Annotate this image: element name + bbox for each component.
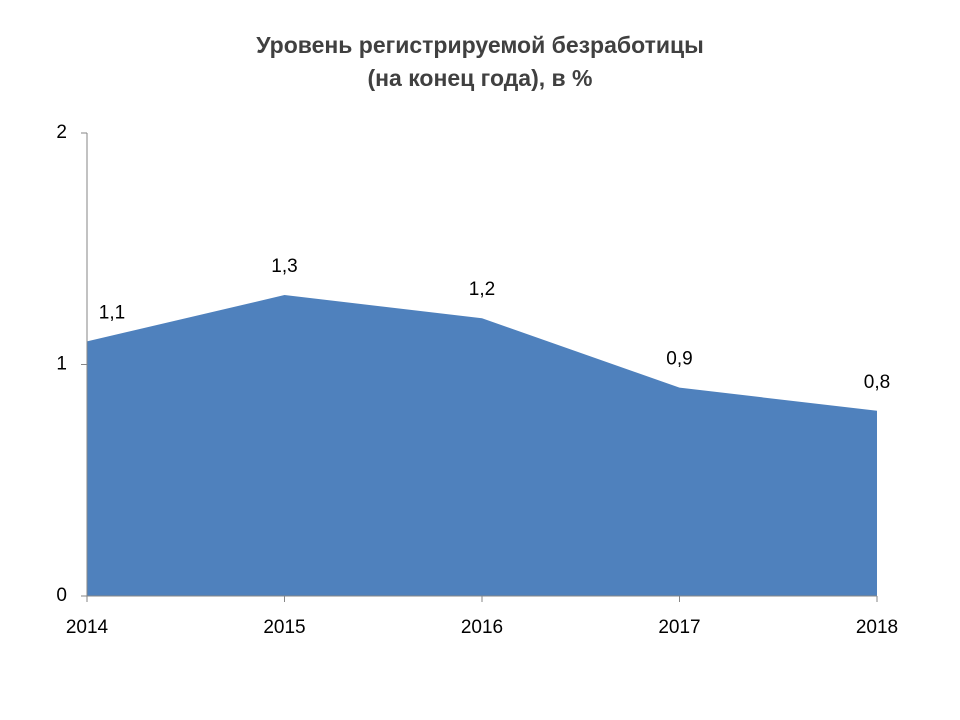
y-tick-label: 0: [56, 585, 67, 606]
x-tick-label: 2016: [461, 617, 503, 638]
x-tick-label: 2014: [66, 617, 109, 638]
data-label: 1,1: [99, 302, 125, 323]
data-label: 0,9: [666, 349, 692, 370]
data-label: 0,8: [864, 372, 890, 393]
y-tick-label: 1: [56, 354, 67, 375]
chart-title: Уровень регистрируемой безработицы: [256, 32, 704, 58]
x-tick-label: 2018: [856, 617, 898, 638]
chart-title: (на конец года), в %: [367, 65, 592, 91]
y-tick-label: 2: [56, 122, 67, 143]
data-label: 1,3: [271, 256, 297, 277]
data-label: 1,2: [469, 279, 495, 300]
x-tick-label: 2015: [263, 617, 305, 638]
x-tick-label: 2017: [658, 617, 700, 638]
area: [87, 295, 877, 596]
